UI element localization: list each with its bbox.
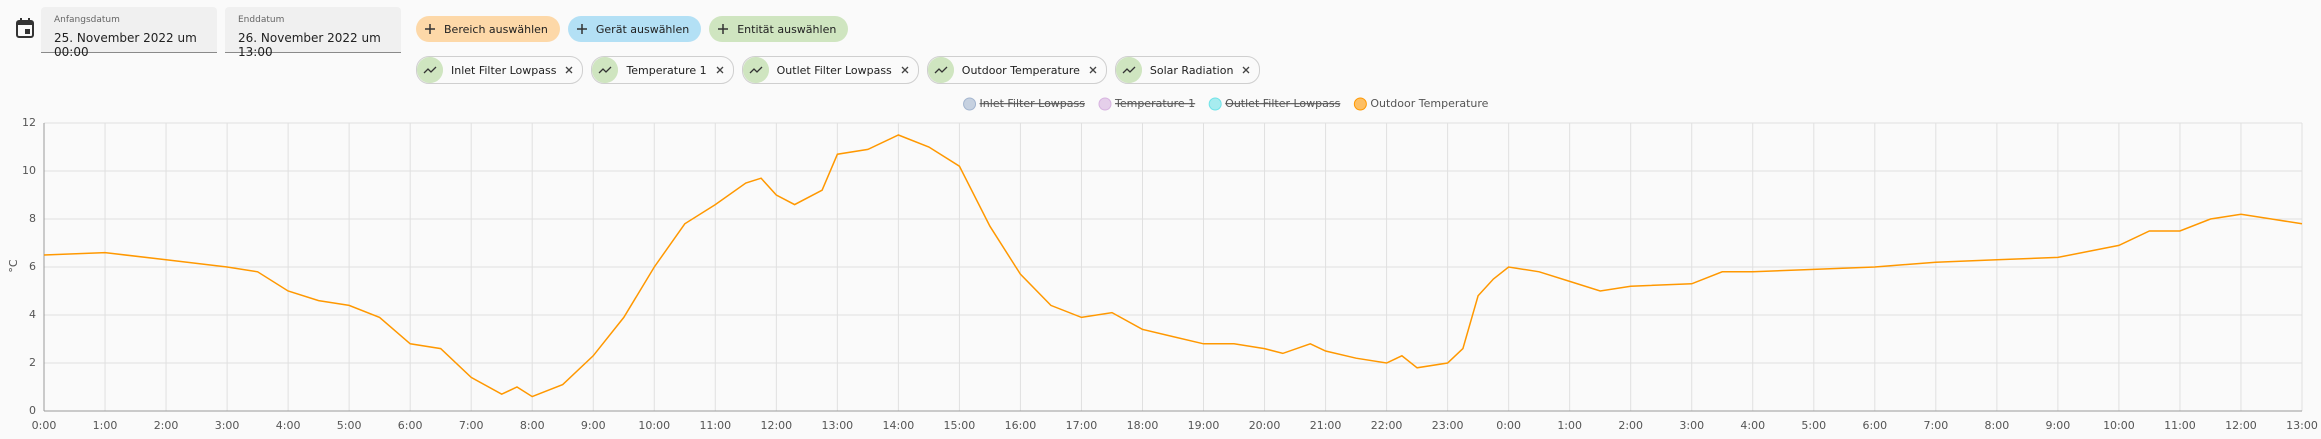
y-tick-label: 6 bbox=[29, 260, 36, 273]
device-button[interactable]: Gerät auswählen bbox=[567, 16, 702, 42]
x-tick-label: 4:00 bbox=[1740, 419, 1765, 432]
series-line bbox=[43, 134, 2303, 398]
x-tick-label: 8:00 bbox=[520, 419, 545, 432]
remove-icon[interactable] bbox=[1088, 65, 1098, 75]
x-tick-label: 21:00 bbox=[1310, 419, 1342, 432]
x-tick-label: 13:00 bbox=[2286, 419, 2318, 432]
area-button[interactable]: Bereich auswählen bbox=[416, 16, 560, 42]
x-tick-label: 16:00 bbox=[1005, 419, 1037, 432]
x-tick-label: 5:00 bbox=[1801, 419, 1826, 432]
chip-label: Outlet Filter Lowpass bbox=[776, 63, 892, 77]
x-tick-label: 2:00 bbox=[1618, 419, 1643, 432]
x-tick-label: 9:00 bbox=[581, 419, 606, 432]
y-tick-label: 2 bbox=[29, 356, 36, 369]
remove-icon[interactable] bbox=[900, 65, 910, 75]
chip-label: Temperature 1 bbox=[626, 63, 707, 77]
field-value: 26. November 2022 um 13:00 bbox=[238, 31, 381, 59]
entity-button[interactable]: Entität auswählen bbox=[709, 16, 849, 42]
x-tick-label: 10:00 bbox=[638, 419, 670, 432]
x-tick-label: 4:00 bbox=[276, 419, 301, 432]
remove-icon[interactable] bbox=[564, 65, 574, 75]
legend-label: Outdoor Temperature bbox=[1370, 97, 1488, 110]
entity-chip[interactable]: Inlet Filter Lowpass bbox=[416, 56, 584, 84]
legend-label: Inlet Filter Lowpass bbox=[980, 97, 1086, 110]
x-tick-label: 6:00 bbox=[1862, 419, 1887, 432]
chip-label: Solar Radiation bbox=[1149, 63, 1234, 77]
x-tick-label: 17:00 bbox=[1066, 419, 1098, 432]
y-tick-label: 0 bbox=[29, 404, 36, 417]
start-date-field[interactable]: Anfangsdatum 25. November 2022 um 00:00 bbox=[41, 7, 217, 59]
x-tick-label: 14:00 bbox=[883, 419, 915, 432]
x-tick-label: 11:00 bbox=[2164, 419, 2196, 432]
x-tick-label: 9:00 bbox=[2046, 419, 2071, 432]
field-value: 25. November 2022 um 00:00 bbox=[54, 31, 197, 59]
x-tick-label: 8:00 bbox=[1985, 419, 2010, 432]
x-tick-label: 7:00 bbox=[1923, 419, 1948, 432]
entity-icon bbox=[592, 57, 619, 83]
y-axis-label: °C bbox=[7, 259, 20, 273]
plus-icon bbox=[576, 24, 587, 34]
y-tick-label: 12 bbox=[22, 116, 36, 129]
chip-label: Outdoor Temperature bbox=[961, 63, 1080, 77]
x-tick-label: 1:00 bbox=[1557, 419, 1582, 432]
x-tick-label: 20:00 bbox=[1249, 419, 1281, 432]
x-tick-label: 3:00 bbox=[1679, 419, 1704, 432]
legend-swatch bbox=[1353, 97, 1367, 111]
end-date-field[interactable]: Enddatum 26. November 2022 um 13:00 bbox=[225, 7, 401, 59]
button-label: Entität auswählen bbox=[737, 22, 837, 36]
entity-chip[interactable]: Temperature 1 bbox=[591, 56, 734, 84]
x-tick-label: 1:00 bbox=[93, 419, 118, 432]
plus-icon bbox=[718, 24, 729, 34]
chip-label: Inlet Filter Lowpass bbox=[451, 63, 557, 77]
x-tick-label: 0:00 bbox=[1496, 419, 1521, 432]
entity-chip[interactable]: Outdoor Temperature bbox=[926, 56, 1107, 84]
entity-chip[interactable]: Solar Radiation bbox=[1114, 56, 1261, 84]
entity-chips: Inlet Filter Lowpass Temperature 1 Outlet … bbox=[416, 56, 1261, 84]
x-tick-label: 10:00 bbox=[2103, 419, 2135, 432]
entity-icon bbox=[742, 57, 769, 83]
x-tick-label: 2:00 bbox=[154, 419, 179, 432]
legend-label: Temperature 1 bbox=[1114, 97, 1195, 110]
field-label: Anfangsdatum bbox=[54, 15, 120, 25]
x-tick-label: 22:00 bbox=[1371, 419, 1403, 432]
y-tick-label: 10 bbox=[22, 164, 36, 177]
x-tick-label: 6:00 bbox=[398, 419, 423, 432]
x-tick-label: 0:00 bbox=[32, 419, 57, 432]
x-tick-label: 12:00 bbox=[2225, 419, 2257, 432]
entity-icon bbox=[1115, 57, 1142, 83]
remove-icon[interactable] bbox=[1241, 65, 1251, 75]
y-tick-label: 8 bbox=[29, 212, 36, 225]
x-tick-label: 19:00 bbox=[1188, 419, 1220, 432]
legend-swatch bbox=[1208, 97, 1222, 111]
x-tick-label: 3:00 bbox=[215, 419, 240, 432]
x-tick-label: 12:00 bbox=[760, 419, 792, 432]
calendar-icon[interactable] bbox=[16, 18, 34, 38]
x-tick-label: 5:00 bbox=[337, 419, 362, 432]
remove-icon[interactable] bbox=[715, 65, 725, 75]
entity-icon bbox=[417, 57, 443, 83]
x-tick-label: 23:00 bbox=[1432, 419, 1464, 432]
y-tick-label: 4 bbox=[29, 308, 36, 321]
button-label: Bereich auswählen bbox=[444, 22, 548, 36]
field-label: Enddatum bbox=[238, 15, 285, 25]
legend: Inlet Filter Lowpass Temperature 1 Outlet … bbox=[963, 97, 1489, 111]
button-label: Gerät auswählen bbox=[595, 22, 690, 36]
legend-swatch bbox=[1098, 97, 1112, 111]
legend-swatch bbox=[963, 97, 977, 111]
plus-icon bbox=[425, 24, 435, 34]
entity-icon bbox=[927, 57, 954, 83]
x-tick-label: 7:00 bbox=[459, 419, 484, 432]
x-tick-label: 11:00 bbox=[699, 419, 731, 432]
target-buttons: Bereich auswählen Gerät auswählen Entitä… bbox=[416, 16, 849, 42]
x-tick-label: 13:00 bbox=[821, 419, 853, 432]
legend-label: Outlet Filter Lowpass bbox=[1225, 97, 1340, 110]
x-tick-label: 18:00 bbox=[1127, 419, 1159, 432]
entity-chip[interactable]: Outlet Filter Lowpass bbox=[741, 56, 919, 84]
x-tick-label: 15:00 bbox=[944, 419, 976, 432]
